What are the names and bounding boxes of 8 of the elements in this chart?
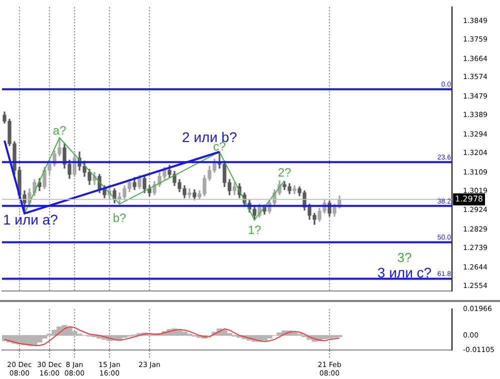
annotation: 2? — [278, 166, 292, 180]
annotation: 1 или a? — [2, 211, 58, 228]
annotation: 3 или c? — [377, 264, 432, 281]
annotation: 3? — [397, 250, 412, 265]
annotation: b? — [112, 210, 126, 225]
annotation: 1? — [248, 222, 262, 237]
annotation: a? — [52, 123, 66, 138]
ref-line-label: 1.2978 — [455, 194, 483, 204]
